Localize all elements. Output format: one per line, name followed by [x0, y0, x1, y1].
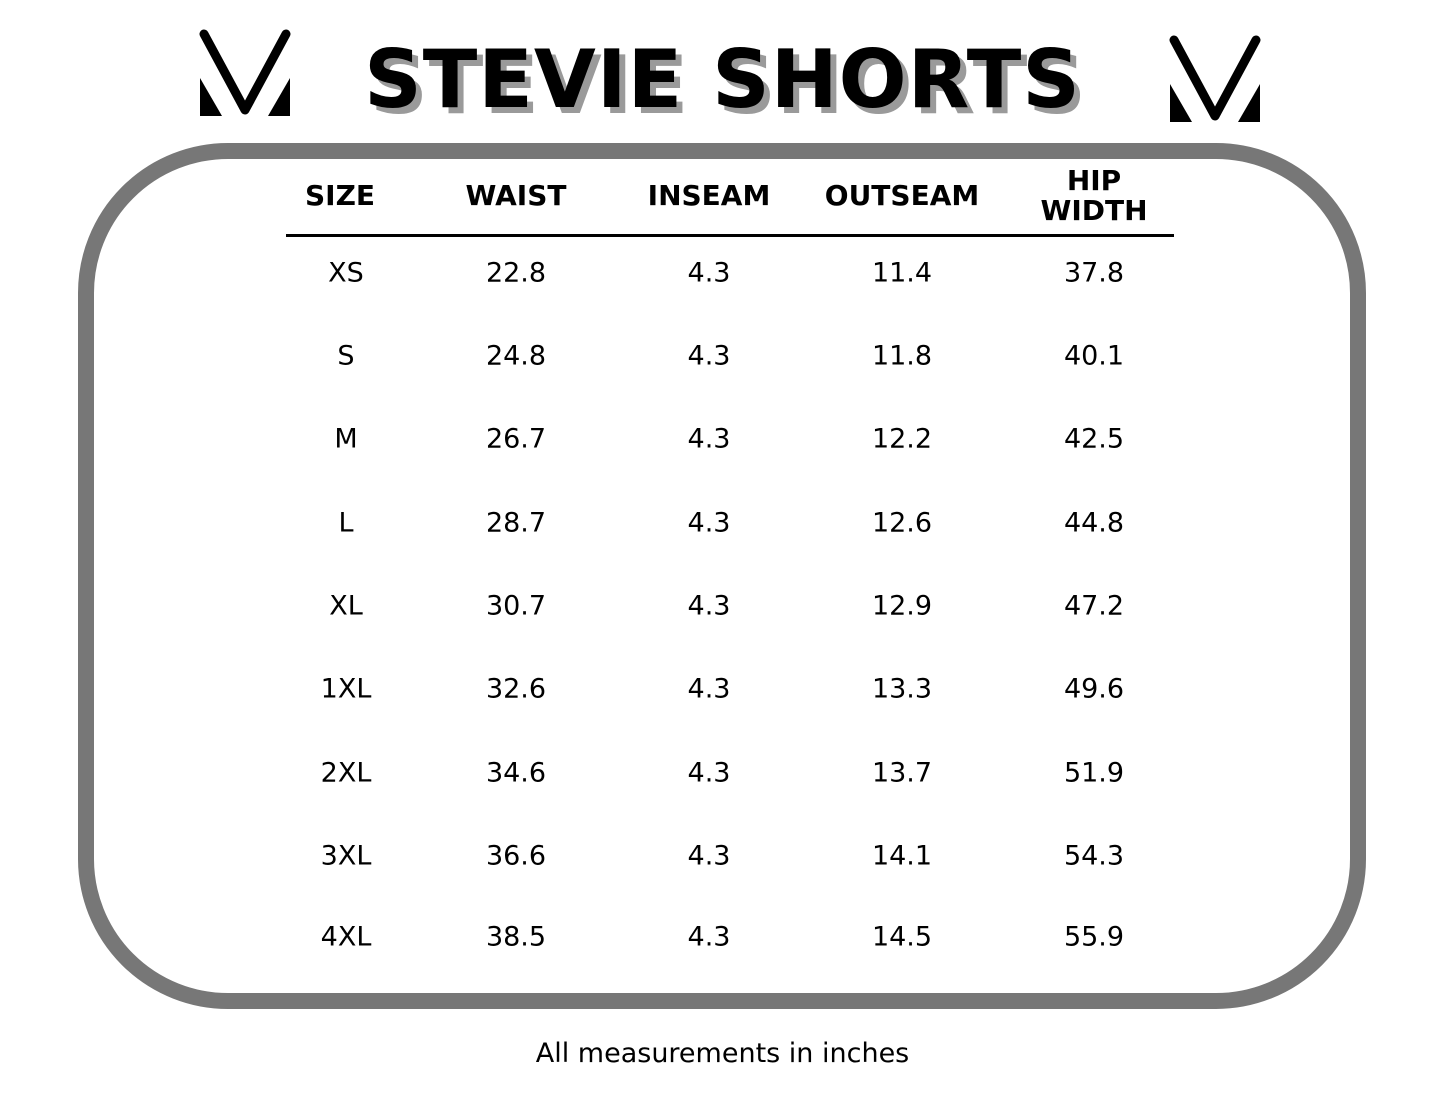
measurement-cell: 37.8 — [1063, 257, 1125, 289]
measurement-cell: 26.7 — [485, 423, 547, 455]
measurement-note: All measurements in inches — [535, 1038, 910, 1069]
measurement-cell: 32.6 — [485, 673, 547, 705]
size-label: 4XL — [320, 921, 372, 953]
measurement-cell: 14.5 — [871, 921, 933, 953]
measurement-cell: 11.8 — [871, 340, 933, 372]
measurement-cell: 42.5 — [1063, 423, 1125, 455]
measurement-cell: 13.3 — [871, 673, 933, 705]
measurement-cell: 49.6 — [1063, 673, 1125, 705]
column-header: OUTSEAM — [824, 179, 980, 212]
brand-logo-right — [1169, 35, 1261, 122]
measurement-cell: 4.3 — [687, 590, 731, 622]
measurement-cell: 36.6 — [485, 840, 547, 872]
measurement-cell: 55.9 — [1063, 921, 1125, 953]
size-label: XL — [329, 590, 363, 622]
measurement-cell: 24.8 — [485, 340, 547, 372]
measurement-cell: 47.2 — [1063, 590, 1125, 622]
size-label: S — [337, 340, 355, 372]
measurement-cell: 38.5 — [485, 921, 547, 953]
measurement-cell: 4.3 — [687, 340, 731, 372]
size-label: L — [338, 507, 354, 539]
column-header: SIZE — [304, 179, 376, 212]
measurement-cell: 4.3 — [687, 921, 731, 953]
header-divider — [286, 234, 1174, 237]
measurement-cell: 13.7 — [871, 757, 933, 789]
measurement-cell: 4.3 — [687, 757, 731, 789]
measurement-cell: 12.9 — [871, 590, 933, 622]
measurement-cell: 44.8 — [1063, 507, 1125, 539]
size-label: XS — [328, 257, 364, 289]
column-header: INSEAM — [647, 179, 771, 212]
measurement-cell: 4.3 — [687, 257, 731, 289]
measurement-cell: 22.8 — [485, 257, 547, 289]
size-label: 1XL — [320, 673, 372, 705]
measurement-cell: 4.3 — [687, 840, 731, 872]
page-title: STEVIE SHORTS — [364, 33, 1081, 126]
measurement-cell: 11.4 — [871, 257, 933, 289]
size-label: 3XL — [320, 840, 372, 872]
measurement-cell: 40.1 — [1063, 340, 1125, 372]
measurement-cell: 51.9 — [1063, 757, 1125, 789]
column-header: HIP WIDTH — [1040, 164, 1148, 227]
brand-logo-left — [199, 29, 291, 116]
measurement-cell: 28.7 — [485, 507, 547, 539]
measurement-cell: 12.6 — [871, 507, 933, 539]
measurement-cell: 34.6 — [485, 757, 547, 789]
size-chart-frame — [78, 143, 1366, 1009]
measurement-cell: 12.2 — [871, 423, 933, 455]
measurement-cell: 54.3 — [1063, 840, 1125, 872]
size-label: 2XL — [320, 757, 372, 789]
size-label: M — [334, 423, 358, 455]
measurement-cell: 4.3 — [687, 673, 731, 705]
column-header: WAIST — [465, 179, 567, 212]
measurement-cell: 30.7 — [485, 590, 547, 622]
measurement-cell: 14.1 — [871, 840, 933, 872]
measurement-cell: 4.3 — [687, 507, 731, 539]
measurement-cell: 4.3 — [687, 423, 731, 455]
